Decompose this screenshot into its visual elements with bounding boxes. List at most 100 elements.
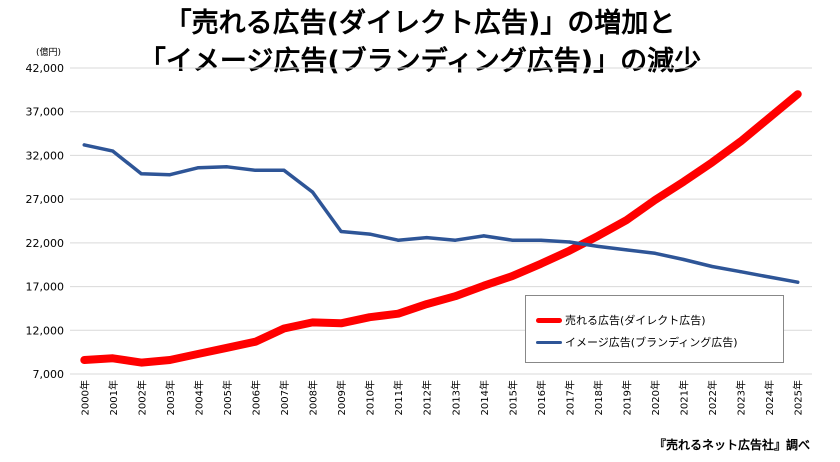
x-tick-label: 2023年	[735, 380, 748, 415]
data-point-direct-ads	[280, 325, 288, 333]
x-tick-label: 2012年	[421, 380, 434, 415]
chart-title-line-2: 「イメージ広告(ブランディング広告)」の減少	[138, 46, 702, 77]
data-point-direct-ads	[565, 247, 573, 255]
legend-swatch-image-ads	[536, 340, 562, 344]
data-point-direct-ads	[508, 272, 516, 280]
y-axis-unit-label: (億円)	[36, 48, 62, 58]
data-point-image-ads	[767, 275, 771, 279]
data-point-direct-ads	[252, 338, 259, 346]
data-point-image-ads	[482, 234, 486, 238]
data-point-image-ads	[282, 168, 286, 172]
data-point-image-ads	[196, 166, 201, 170]
data-point-direct-ads	[166, 356, 174, 364]
x-tick-label: 2005年	[221, 380, 234, 415]
y-tick-label: 32,000	[26, 149, 65, 162]
x-tick-label: 2019年	[621, 380, 634, 415]
data-point-image-ads	[510, 238, 514, 242]
data-point-image-ads	[796, 280, 800, 284]
data-point-direct-ads	[708, 158, 716, 166]
x-tick-label: 2025年	[792, 380, 805, 415]
data-point-direct-ads	[794, 90, 802, 98]
x-tick-label: 2010年	[364, 380, 377, 415]
x-tick-label: 2004年	[192, 380, 205, 415]
data-point-direct-ads	[680, 178, 688, 186]
y-tick-label: 42,000	[26, 62, 65, 75]
data-point-image-ads	[453, 238, 457, 242]
data-point-direct-ads	[451, 292, 459, 300]
x-tick-label: 2008年	[307, 380, 320, 415]
data-point-direct-ads	[137, 359, 145, 367]
source-note: 『売れるネット広告社』調べ	[653, 438, 810, 452]
data-point-image-ads	[653, 251, 657, 255]
data-point-image-ads	[681, 257, 686, 262]
x-tick-label: 2022年	[706, 380, 719, 415]
x-tick-label: 2018年	[592, 380, 605, 415]
y-tick-label: 12,000	[26, 324, 65, 337]
data-point-direct-ads	[651, 196, 659, 204]
y-tick-label: 27,000	[26, 193, 65, 206]
x-tick-label: 2001年	[107, 380, 120, 415]
x-tick-label: 2020年	[649, 380, 662, 415]
data-point-direct-ads	[366, 313, 374, 321]
data-point-image-ads	[567, 240, 572, 244]
data-point-direct-ads	[194, 350, 202, 358]
series-line-direct-ads	[80, 90, 802, 367]
series-line-image-ads	[82, 143, 800, 284]
data-point-direct-ads	[394, 310, 402, 318]
legend-swatch-direct-ads	[536, 317, 562, 323]
data-point-direct-ads	[109, 354, 117, 362]
data-point-direct-ads	[537, 260, 545, 268]
x-tick-label: 2017年	[563, 380, 576, 415]
data-point-image-ads	[225, 165, 229, 169]
data-point-direct-ads	[737, 137, 745, 145]
y-tick-label: 17,000	[26, 281, 65, 294]
data-point-direct-ads	[594, 232, 602, 240]
data-point-image-ads	[168, 173, 172, 177]
data-point-image-ads	[539, 238, 543, 242]
x-tick-label: 2016年	[535, 380, 548, 415]
x-tick-label: 2015年	[506, 380, 519, 415]
x-tick-label: 2000年	[78, 380, 91, 415]
data-point-image-ads	[111, 149, 115, 153]
data-point-image-ads	[596, 244, 600, 248]
y-tick-label: 37,000	[26, 106, 65, 119]
x-tick-label: 2024年	[763, 380, 776, 415]
data-point-direct-ads	[423, 300, 431, 308]
x-tick-label: 2002年	[135, 380, 148, 415]
data-point-image-ads	[710, 264, 714, 269]
legend-label-direct-ads: 売れる広告(ダイレクト広告)	[565, 314, 706, 327]
data-point-direct-ads	[337, 319, 345, 327]
x-tick-label: 2011年	[392, 380, 405, 415]
x-tick-label: 2003年	[164, 380, 177, 415]
x-tick-label: 2021年	[678, 380, 691, 415]
legend-label-image-ads: イメージ広告(ブランディング広告)	[565, 336, 738, 349]
data-point-image-ads	[624, 248, 629, 252]
data-point-direct-ads	[623, 216, 630, 224]
data-point-image-ads	[396, 238, 400, 242]
data-point-direct-ads	[80, 356, 88, 364]
legend-item-direct-ads: 売れる広告(ダイレクト広告)	[536, 312, 706, 328]
x-tick-label: 2013年	[449, 380, 462, 415]
data-point-image-ads	[425, 236, 429, 240]
x-tick-label: 2006年	[250, 380, 263, 415]
data-point-direct-ads	[765, 114, 773, 122]
data-point-image-ads	[368, 232, 372, 236]
chart-title-line-1: 「売れる広告(ダイレクト広告)」の増加と	[164, 8, 676, 39]
legend-item-image-ads: イメージ広告(ブランディング広告)	[536, 334, 738, 350]
chart-legend: 売れる広告(ダイレクト広告) イメージ広告(ブランディング広告)	[525, 295, 784, 363]
data-point-image-ads	[253, 168, 258, 172]
data-point-direct-ads	[223, 344, 231, 352]
data-point-direct-ads	[480, 282, 488, 290]
x-tick-label: 2014年	[478, 380, 491, 415]
y-tick-label: 7,000	[33, 368, 65, 381]
y-tick-label: 22,000	[26, 237, 65, 250]
data-point-image-ads	[310, 190, 315, 194]
data-point-image-ads	[739, 270, 743, 274]
data-point-image-ads	[82, 143, 86, 147]
data-point-image-ads	[139, 172, 143, 176]
data-point-direct-ads	[309, 318, 317, 326]
x-tick-label: 2009年	[335, 380, 348, 415]
data-point-image-ads	[339, 229, 343, 234]
x-tick-label: 2007年	[278, 380, 291, 415]
